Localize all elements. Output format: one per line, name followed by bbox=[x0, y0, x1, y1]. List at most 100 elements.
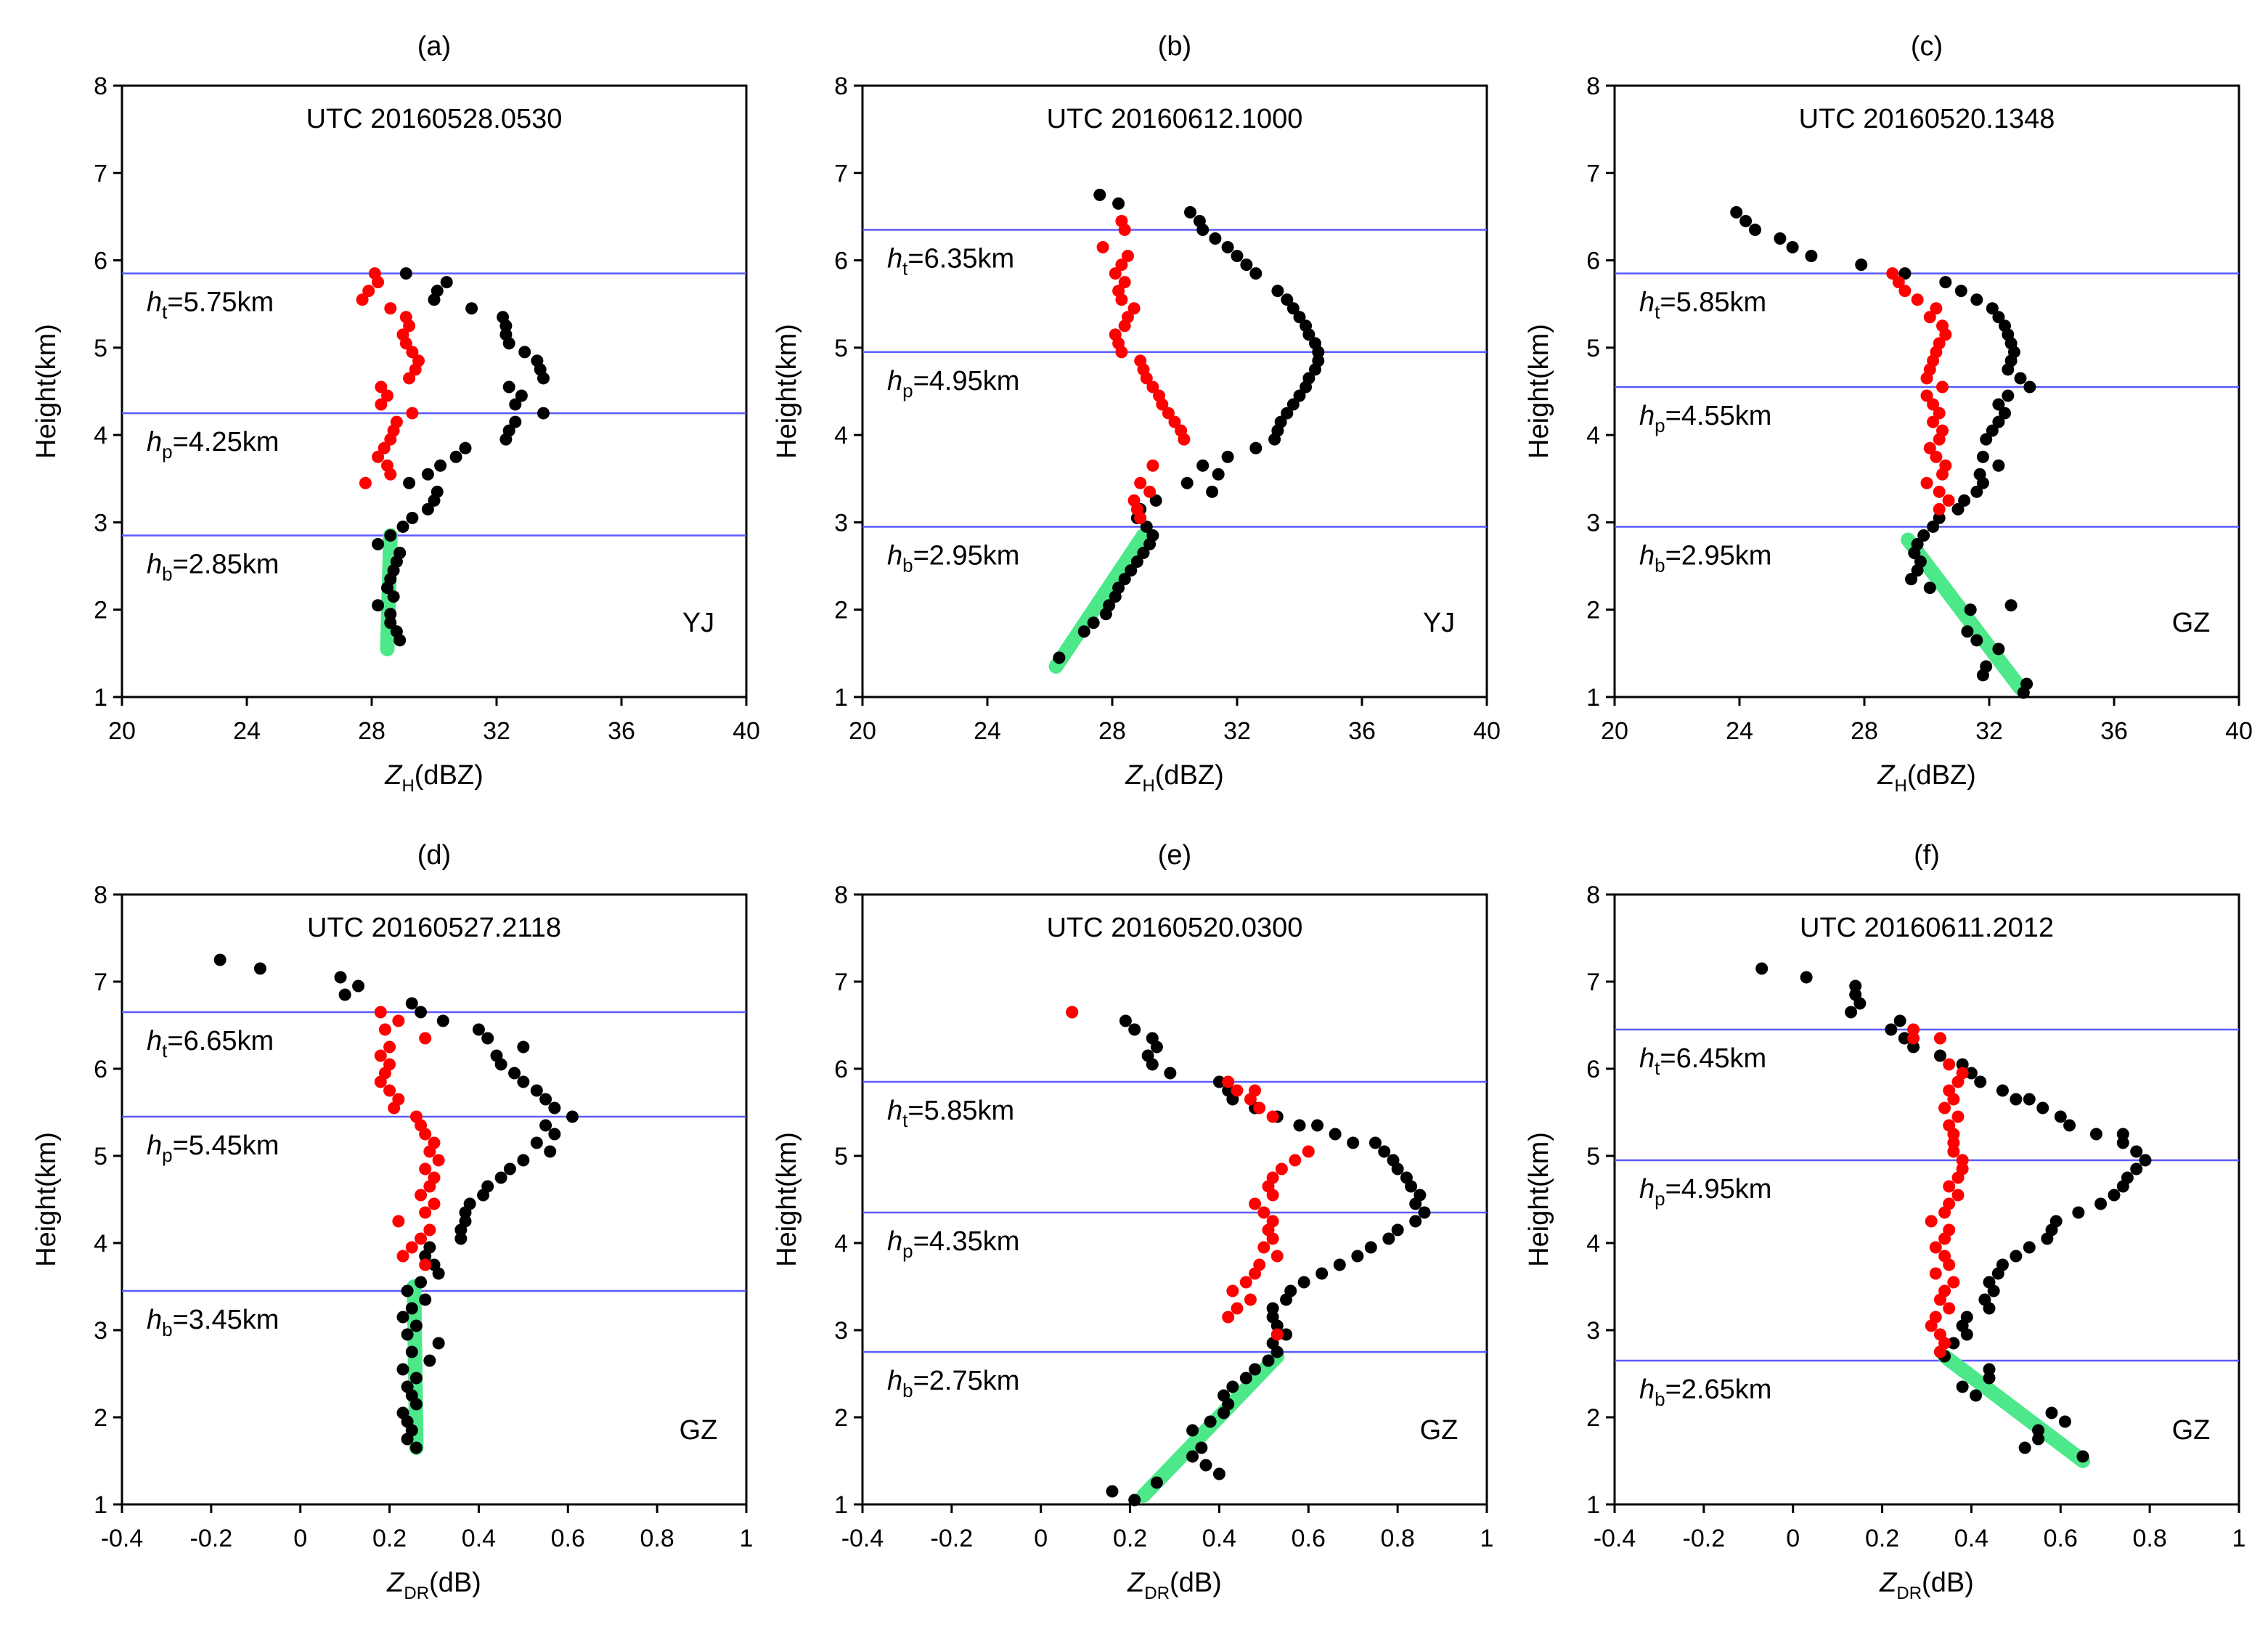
data-point-red bbox=[375, 380, 388, 394]
data-point-black bbox=[1293, 311, 1306, 324]
x-tick-label: 28 bbox=[358, 717, 386, 745]
data-point-red bbox=[419, 1032, 432, 1045]
data-point-black bbox=[1128, 1494, 1141, 1507]
data-point-black bbox=[518, 346, 531, 359]
data-point-black bbox=[1974, 1075, 1987, 1088]
level-value: =6.35km bbox=[907, 243, 1014, 274]
data-point-red bbox=[1222, 1311, 1235, 1324]
x-tick-label: 40 bbox=[733, 717, 760, 745]
data-point-red bbox=[1118, 276, 1131, 289]
data-point-black bbox=[503, 1162, 516, 1175]
data-point-black bbox=[387, 590, 400, 603]
data-point-black bbox=[1106, 1485, 1119, 1498]
x-axis-subscript: DR bbox=[1144, 1584, 1170, 1603]
x-tick-label: 0.8 bbox=[2133, 1525, 2167, 1552]
data-point-black bbox=[566, 1110, 579, 1123]
data-point-black bbox=[381, 582, 393, 595]
series-black bbox=[1730, 205, 2036, 699]
level-subscript: b bbox=[162, 1319, 172, 1340]
data-point-black bbox=[1212, 1467, 1225, 1480]
data-point-red bbox=[1257, 1206, 1270, 1219]
data-point-black bbox=[1956, 1058, 1969, 1071]
data-point-black bbox=[403, 476, 416, 489]
level-subscript: p bbox=[162, 1144, 172, 1166]
data-point-black bbox=[539, 1119, 552, 1132]
data-point-black bbox=[537, 407, 550, 420]
data-point-black bbox=[1221, 241, 1234, 254]
data-point-black bbox=[1805, 250, 1818, 263]
series-black bbox=[372, 267, 550, 647]
data-point-black bbox=[1311, 1119, 1324, 1132]
y-tick-label: 2 bbox=[1586, 597, 1600, 624]
x-axis-symbol: Z bbox=[384, 760, 403, 791]
data-point-black bbox=[449, 450, 462, 463]
data-point-red bbox=[1943, 1302, 1956, 1315]
data-point-black bbox=[459, 1206, 472, 1219]
data-point-black bbox=[393, 634, 407, 647]
data-point-black bbox=[2108, 1189, 2121, 1202]
data-point-red bbox=[374, 1049, 387, 1062]
y-axis-title: Height(km) bbox=[1524, 324, 1554, 459]
data-point-black bbox=[1286, 302, 1300, 315]
data-point-red bbox=[374, 1075, 387, 1088]
data-point-red bbox=[375, 398, 388, 411]
data-point-black bbox=[1266, 1302, 1279, 1315]
x-tick-label: 0.8 bbox=[640, 1525, 674, 1552]
level-label-t: ht=6.35km bbox=[887, 243, 1014, 279]
data-point-black bbox=[2045, 1406, 2058, 1419]
level-symbol: h bbox=[147, 1026, 162, 1056]
level-label-p: hp=4.55km bbox=[1639, 401, 1771, 436]
data-point-black bbox=[2116, 1128, 2129, 1141]
data-point-black bbox=[1947, 1337, 1960, 1350]
data-point-black bbox=[1128, 1023, 1141, 1036]
y-tick-label: 5 bbox=[834, 1143, 848, 1170]
data-point-black bbox=[2041, 1232, 2054, 1245]
data-point-black bbox=[1970, 1389, 1983, 1402]
y-tick-label: 3 bbox=[94, 509, 107, 537]
y-tick-label: 4 bbox=[1586, 1230, 1600, 1258]
data-point-black bbox=[2002, 389, 2015, 402]
data-point-black bbox=[372, 599, 385, 612]
level-subscript: b bbox=[1655, 554, 1665, 576]
data-point-black bbox=[405, 997, 418, 1010]
level-symbol: h bbox=[1639, 1374, 1655, 1405]
radar-site-label: YJ bbox=[1423, 608, 1455, 638]
data-point-red bbox=[384, 302, 397, 315]
fit-line bbox=[1048, 528, 1151, 674]
data-point-black bbox=[1180, 476, 1194, 489]
data-point-black bbox=[1992, 415, 2005, 428]
x-axis-unit: (dB) bbox=[1170, 1568, 1222, 1598]
data-point-black bbox=[1099, 608, 1112, 621]
y-tick-label: 1 bbox=[834, 1491, 848, 1519]
level-subscript: t bbox=[902, 257, 908, 279]
level-label-p: hp=5.45km bbox=[147, 1130, 279, 1166]
data-point-red bbox=[1146, 459, 1159, 472]
level-value: =5.45km bbox=[173, 1130, 280, 1161]
data-point-black bbox=[338, 988, 351, 1001]
x-tick-label: 0 bbox=[293, 1525, 307, 1552]
data-point-red bbox=[409, 363, 422, 376]
data-point-black bbox=[401, 1433, 414, 1446]
data-point-black bbox=[459, 441, 472, 455]
level-label-p: hp=4.95km bbox=[887, 366, 1019, 402]
data-point-black bbox=[384, 616, 397, 629]
level-label-p: hp=4.25km bbox=[147, 427, 279, 463]
data-point-black bbox=[1976, 669, 1989, 682]
data-point-black bbox=[544, 1145, 557, 1158]
data-point-red bbox=[1239, 1276, 1252, 1289]
series-red bbox=[374, 1006, 445, 1271]
data-point-black bbox=[436, 1014, 449, 1027]
data-point-black bbox=[502, 337, 515, 350]
x-tick-label: 20 bbox=[108, 717, 136, 745]
data-point-black bbox=[1980, 433, 1993, 446]
data-point-black bbox=[1845, 1006, 1858, 1019]
data-point-black bbox=[409, 1372, 423, 1385]
data-point-black bbox=[1933, 511, 1946, 524]
data-point-black bbox=[1956, 1380, 1969, 1393]
level-subscript: b bbox=[902, 1380, 913, 1401]
plot-frame bbox=[121, 84, 748, 698]
data-point-red bbox=[1115, 293, 1128, 306]
panel-tag: (f) bbox=[1914, 840, 1940, 871]
x-axis-title: ZDR(dB) bbox=[386, 1568, 481, 1603]
